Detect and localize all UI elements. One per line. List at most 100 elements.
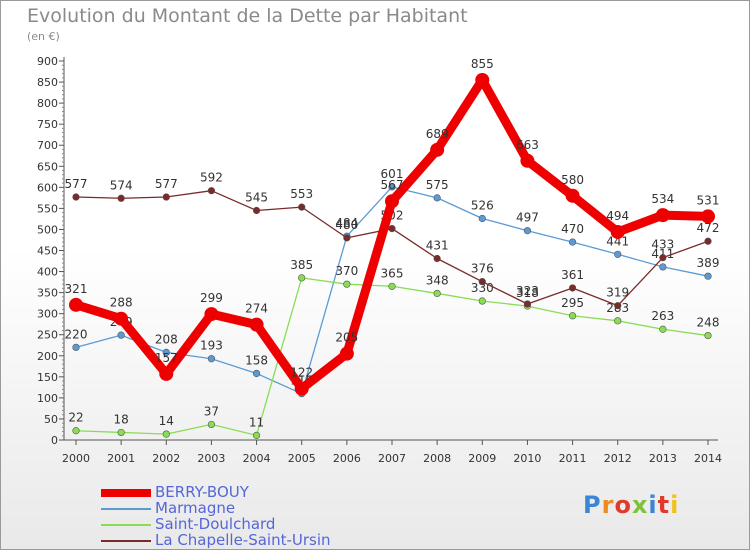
data-point bbox=[162, 430, 170, 438]
data-label: 389 bbox=[697, 256, 720, 270]
y-tick-label: 300 bbox=[37, 308, 58, 321]
data-label: 220 bbox=[65, 327, 88, 341]
data-point bbox=[343, 280, 351, 288]
data-label: 274 bbox=[245, 302, 268, 316]
data-point bbox=[117, 428, 125, 437]
y-tick-label: 50 bbox=[44, 413, 58, 426]
series-layer: 2202492081931581104846015755264974704414… bbox=[65, 57, 720, 439]
data-point bbox=[339, 346, 354, 361]
series-marmagne: 2202492081931581104846015755264974704414… bbox=[65, 167, 720, 398]
legend-item-marmagne: Marmagne bbox=[101, 500, 361, 517]
data-point bbox=[252, 431, 261, 439]
logo-letter: t bbox=[657, 491, 671, 519]
data-point bbox=[704, 272, 712, 280]
data-point bbox=[523, 227, 532, 235]
x-tick-label: 2002 bbox=[152, 452, 180, 465]
data-label: 158 bbox=[245, 353, 268, 367]
data-label: 37 bbox=[204, 404, 219, 418]
data-point bbox=[159, 366, 174, 381]
data-point bbox=[659, 325, 667, 333]
x-tick-label: 2005 bbox=[288, 452, 316, 465]
y-tick-label: 900 bbox=[37, 55, 58, 68]
data-label: 855 bbox=[471, 57, 494, 71]
x-tick-label: 2007 bbox=[378, 452, 406, 465]
x-tick-label: 2013 bbox=[649, 452, 677, 465]
data-label: 319 bbox=[606, 286, 629, 300]
data-point bbox=[704, 237, 712, 245]
data-label: 288 bbox=[110, 296, 133, 310]
x-tick-label: 2008 bbox=[423, 452, 451, 465]
data-label: 567 bbox=[381, 178, 404, 192]
data-label: 494 bbox=[606, 209, 629, 223]
y-tick-label: 400 bbox=[37, 266, 58, 279]
data-label: 577 bbox=[155, 177, 178, 191]
data-point bbox=[388, 183, 396, 191]
x-tick-label: 2011 bbox=[559, 452, 587, 465]
data-label: 472 bbox=[697, 221, 720, 235]
data-point bbox=[72, 343, 80, 351]
data-point bbox=[252, 369, 261, 378]
data-label: 577 bbox=[65, 177, 88, 191]
data-label: 263 bbox=[651, 309, 674, 323]
data-label: 208 bbox=[155, 332, 178, 346]
x-tick-label: 2009 bbox=[468, 452, 496, 465]
y-tick-label: 650 bbox=[37, 160, 58, 173]
legend-item-la-chapelle-saint-ursin: La Chapelle-Saint-Ursin bbox=[101, 531, 361, 549]
x-tick-label: 2003 bbox=[197, 452, 225, 465]
x-tick-label: 2000 bbox=[62, 452, 90, 465]
data-label: 122 bbox=[290, 366, 313, 380]
data-point bbox=[207, 355, 216, 363]
data-label: 470 bbox=[561, 222, 584, 236]
data-point bbox=[162, 348, 170, 357]
data-point bbox=[433, 254, 441, 263]
x-tick-label: 2001 bbox=[107, 452, 135, 465]
data-point bbox=[478, 278, 486, 286]
data-label: 205 bbox=[335, 331, 358, 345]
data-label: 480 bbox=[335, 218, 358, 232]
legend-item-berry-bouy: BERRY-BOUY bbox=[101, 484, 361, 501]
data-label: 433 bbox=[651, 238, 674, 252]
data-label: 526 bbox=[471, 198, 494, 212]
data-point bbox=[294, 381, 309, 396]
data-label: 361 bbox=[561, 268, 584, 282]
data-point bbox=[701, 209, 715, 224]
logo-letter: r bbox=[601, 491, 615, 519]
data-label: 11 bbox=[249, 415, 264, 429]
data-label: 295 bbox=[561, 296, 584, 310]
data-label: 321 bbox=[65, 282, 88, 296]
logo-letter: P bbox=[583, 491, 602, 519]
logo-letter: i bbox=[648, 491, 658, 519]
data-label: 553 bbox=[290, 187, 313, 201]
data-point bbox=[69, 297, 83, 312]
y-tick-label: 0 bbox=[51, 434, 58, 447]
data-label: 580 bbox=[561, 173, 584, 187]
data-point bbox=[659, 254, 667, 262]
data-label: 592 bbox=[200, 171, 223, 185]
x-tick-label: 2004 bbox=[243, 452, 271, 465]
data-point bbox=[117, 194, 125, 202]
data-point bbox=[520, 153, 535, 168]
data-point bbox=[614, 250, 622, 258]
data-label: 441 bbox=[606, 234, 629, 248]
legend-label: La Chapelle-Saint-Ursin bbox=[155, 531, 331, 549]
x-tick-label: 2012 bbox=[604, 452, 632, 465]
data-point bbox=[568, 284, 577, 292]
series-saint-doulchard: 2218143711385370365348330318295283263248 bbox=[68, 258, 719, 439]
data-point bbox=[568, 312, 577, 320]
legend-swatch bbox=[101, 540, 151, 542]
data-point bbox=[72, 193, 80, 201]
y-tick-label: 550 bbox=[37, 202, 58, 215]
data-label: 248 bbox=[697, 316, 720, 330]
logo-letter: o bbox=[614, 491, 632, 519]
data-label: 376 bbox=[471, 262, 494, 276]
x-tick-label: 2010 bbox=[513, 452, 541, 465]
data-point bbox=[388, 282, 396, 290]
data-point bbox=[614, 302, 622, 310]
data-point bbox=[388, 225, 396, 233]
data-point bbox=[298, 274, 306, 282]
data-label: 431 bbox=[426, 239, 449, 253]
legend-swatch bbox=[101, 489, 151, 497]
data-label: 689 bbox=[426, 127, 449, 141]
data-label: 497 bbox=[516, 211, 539, 225]
